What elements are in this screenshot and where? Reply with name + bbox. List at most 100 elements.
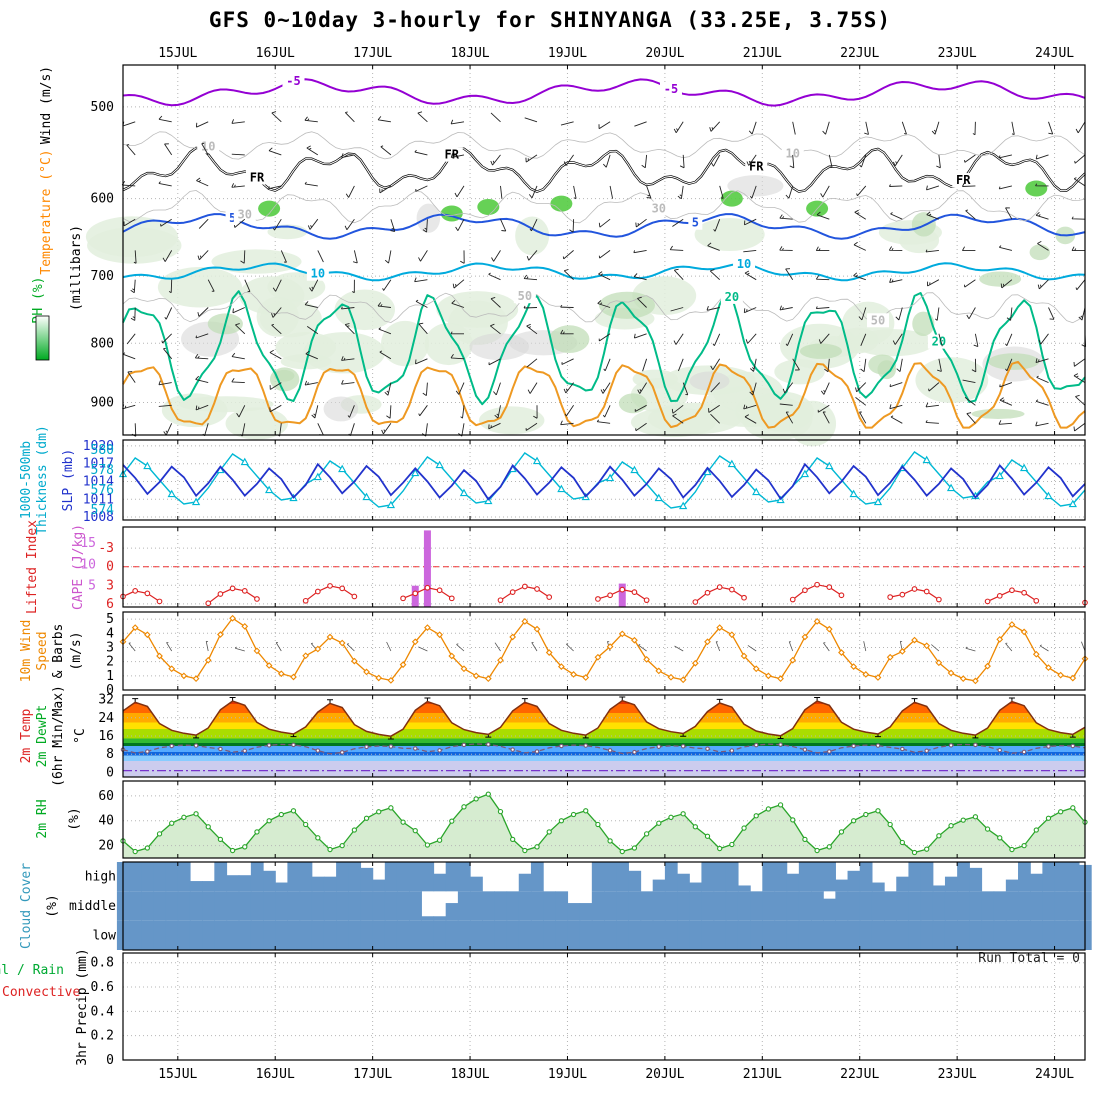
- svg-text:(millibars): (millibars): [69, 225, 84, 311]
- svg-text:22JUL: 22JUL: [840, 46, 879, 61]
- svg-text:20JUL: 20JUL: [645, 1067, 684, 1082]
- svg-text:0: 0: [106, 560, 114, 575]
- svg-text:1000-500mb: 1000-500mb: [19, 441, 34, 519]
- svg-text:900: 900: [91, 396, 114, 411]
- rh2m-panel: [120, 780, 1088, 859]
- chart-title: GFS 0~10day 3-hourly for SHINYANGA (33.2…: [208, 8, 892, 32]
- svg-text:8: 8: [106, 747, 114, 762]
- cloud-cover-panel: [116, 861, 1092, 951]
- time-axes: 15JUL 15JUL 16JUL 16JUL 17JUL 17JUL 18JUL 18JUL…: [158, 46, 1074, 1082]
- svg-text:30: 30: [652, 201, 666, 215]
- svg-text:FR: FR: [956, 173, 971, 187]
- svg-text:2: 2: [106, 655, 114, 670]
- svg-text:(m/s): (m/s): [69, 631, 84, 670]
- svg-text:4: 4: [106, 626, 114, 641]
- svg-text:°C: °C: [73, 728, 88, 744]
- svg-text:23JUL: 23JUL: [938, 46, 977, 61]
- svg-text:(6hr Min/Max): (6hr Min/Max): [51, 685, 66, 787]
- svg-text:-5: -5: [286, 74, 300, 88]
- svg-text:600: 600: [91, 192, 114, 207]
- svg-text:576: 576: [91, 483, 114, 498]
- svg-text:10: 10: [201, 139, 215, 153]
- svg-text:RH (%): RH (%): [31, 277, 46, 324]
- svg-text:50: 50: [871, 313, 885, 327]
- svg-text:2m Temp: 2m Temp: [19, 708, 34, 763]
- svg-text:FR: FR: [250, 170, 265, 184]
- svg-text:(%): (%): [45, 894, 60, 917]
- svg-text:40: 40: [98, 814, 114, 829]
- svg-text:low: low: [93, 928, 117, 943]
- svg-text:FR: FR: [749, 160, 764, 174]
- svg-text:Thickness (dm): Thickness (dm): [35, 425, 50, 535]
- svg-text:6: 6: [106, 597, 114, 612]
- svg-text:578: 578: [91, 463, 114, 478]
- svg-text:high: high: [85, 870, 116, 885]
- svg-text:0: 0: [106, 1053, 114, 1068]
- svg-text:24: 24: [98, 711, 114, 726]
- svg-text:16JUL: 16JUL: [256, 1067, 295, 1082]
- svg-text:21JUL: 21JUL: [743, 1067, 782, 1082]
- svg-text:10m Wind: 10m Wind: [19, 620, 34, 683]
- svg-text:60: 60: [98, 789, 114, 804]
- svg-text:21JUL: 21JUL: [743, 46, 782, 61]
- svg-text:32: 32: [98, 693, 114, 708]
- svg-text:1014: 1014: [83, 474, 114, 489]
- svg-text:700: 700: [91, 269, 114, 284]
- svg-text:18JUL: 18JUL: [450, 46, 489, 61]
- svg-text:10: 10: [786, 147, 800, 161]
- wind10m-panel: [119, 611, 1089, 691]
- svg-text:19JUL: 19JUL: [548, 46, 587, 61]
- svg-text:10: 10: [737, 257, 751, 271]
- axis-labels: 5006007008009001020101710141011100858057…: [0, 66, 116, 1068]
- svg-text:0.6: 0.6: [91, 980, 114, 995]
- svg-text:3: 3: [106, 578, 114, 593]
- svg-text:500: 500: [91, 100, 114, 115]
- svg-text:Cloud Cover: Cloud Cover: [19, 863, 34, 949]
- svg-text:580: 580: [91, 443, 114, 458]
- svg-text:800: 800: [91, 336, 114, 351]
- svg-text:middle: middle: [69, 899, 116, 914]
- svg-text:18JUL: 18JUL: [450, 1067, 489, 1082]
- svg-text:CAPE (J/kg): CAPE (J/kg): [71, 524, 86, 610]
- precip-panel: Run Total = 0: [122, 951, 1086, 1061]
- svg-text:16JUL: 16JUL: [256, 46, 295, 61]
- svg-text:16: 16: [98, 729, 114, 744]
- svg-text:20: 20: [725, 290, 739, 304]
- svg-text:5: 5: [106, 612, 114, 627]
- svg-text:1011: 1011: [83, 492, 114, 507]
- svg-text:5: 5: [88, 579, 96, 594]
- svg-text:19JUL: 19JUL: [548, 1067, 587, 1082]
- svg-text:Speed: Speed: [35, 631, 50, 670]
- svg-text:(%): (%): [67, 807, 82, 830]
- svg-text:1017: 1017: [83, 457, 114, 472]
- svg-text:20: 20: [98, 839, 114, 854]
- svg-text:-5: -5: [664, 82, 678, 96]
- svg-text:10: 10: [311, 267, 325, 281]
- svg-text:0: 0: [106, 765, 114, 780]
- svg-text:15: 15: [80, 536, 96, 551]
- svg-text:2m DewPt: 2m DewPt: [35, 705, 50, 768]
- svg-text:Total / Rain: Total / Rain: [0, 963, 64, 978]
- svg-text:17JUL: 17JUL: [353, 1067, 392, 1082]
- svg-text:50: 50: [518, 289, 532, 303]
- svg-text:2m RH: 2m RH: [35, 799, 50, 838]
- svg-text:30: 30: [238, 207, 252, 221]
- temp2m-panel: [120, 694, 1086, 778]
- svg-text:3hr Precip (mm): 3hr Precip (mm): [75, 948, 90, 1065]
- svg-text:5: 5: [229, 211, 236, 225]
- svg-text:Lifted Index: Lifted Index: [25, 520, 40, 614]
- svg-text:0.4: 0.4: [91, 1004, 115, 1019]
- svg-text:23JUL: 23JUL: [938, 1067, 977, 1082]
- svg-text:24JUL: 24JUL: [1035, 1067, 1074, 1082]
- svg-text:1020: 1020: [83, 439, 114, 454]
- svg-text:-3: -3: [98, 541, 114, 556]
- svg-text:Convective: Convective: [2, 985, 80, 1000]
- svg-text:1: 1: [106, 669, 114, 684]
- svg-text:5: 5: [692, 216, 699, 230]
- svg-text:15JUL: 15JUL: [158, 1067, 197, 1082]
- svg-text:3: 3: [106, 640, 114, 655]
- svg-text:22JUL: 22JUL: [840, 1067, 879, 1082]
